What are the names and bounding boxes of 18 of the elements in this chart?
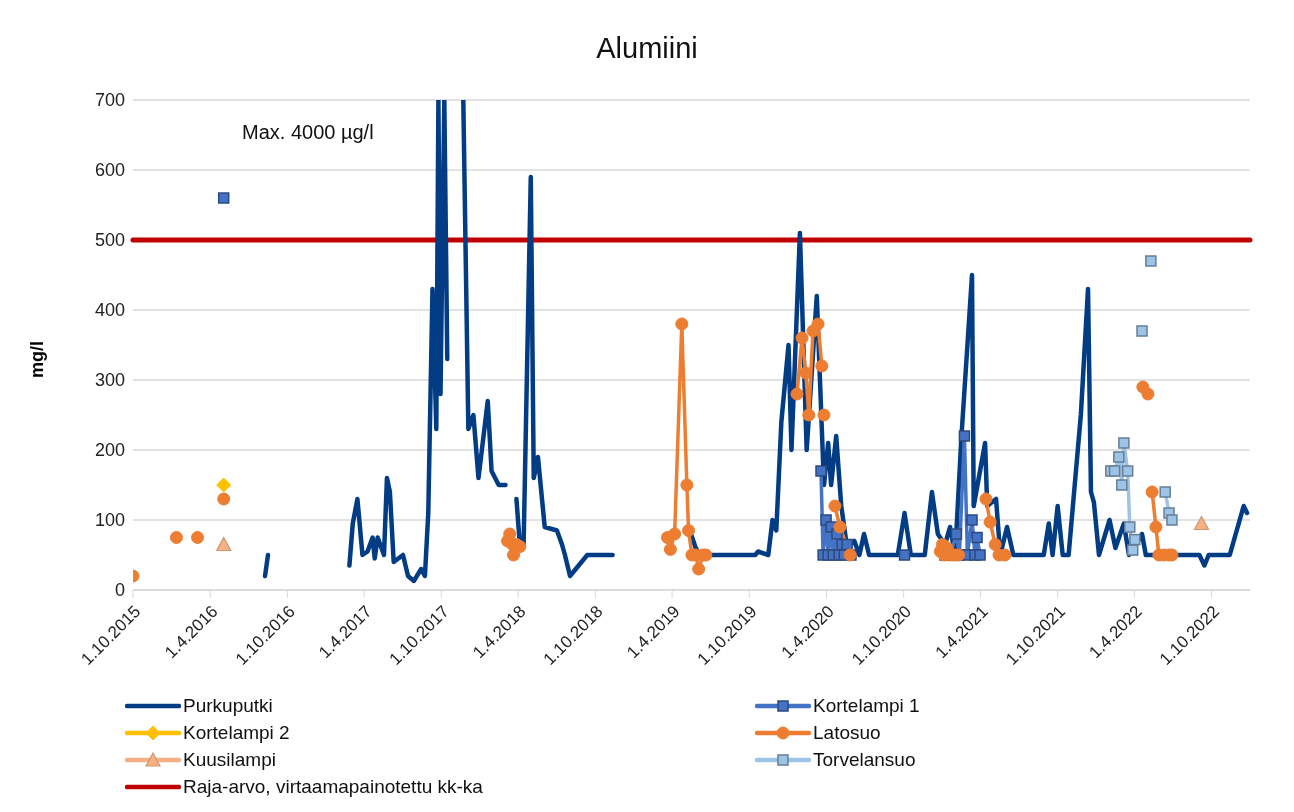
legend-label: Raja-arvo, virtaamapainotettu kk-ka xyxy=(183,776,483,798)
legend-label: Kortelampi 2 xyxy=(183,722,290,744)
legend-label: Latosuo xyxy=(813,722,881,744)
legend-label: Kortelampi 1 xyxy=(813,695,920,717)
y-tick-label: 200 xyxy=(94,440,125,461)
y-axis-title: mg/l xyxy=(26,340,48,378)
y-tick-label: 100 xyxy=(94,510,125,531)
y-tick-label: 400 xyxy=(94,300,125,321)
y-tick-label: 600 xyxy=(94,160,125,181)
y-tick-label: 0 xyxy=(114,580,125,601)
y-tick-label: 700 xyxy=(94,90,125,111)
annotation: Max. 4000 µg/l xyxy=(242,121,374,144)
legend-label: Purkuputki xyxy=(183,695,273,717)
y-tick-label: 300 xyxy=(94,370,125,391)
legend-label: Kuusilampi xyxy=(183,749,276,771)
y-tick-label: 500 xyxy=(94,230,125,251)
chart-title: Alumiini xyxy=(595,32,699,65)
legend-label: Torvelansuo xyxy=(813,749,916,771)
